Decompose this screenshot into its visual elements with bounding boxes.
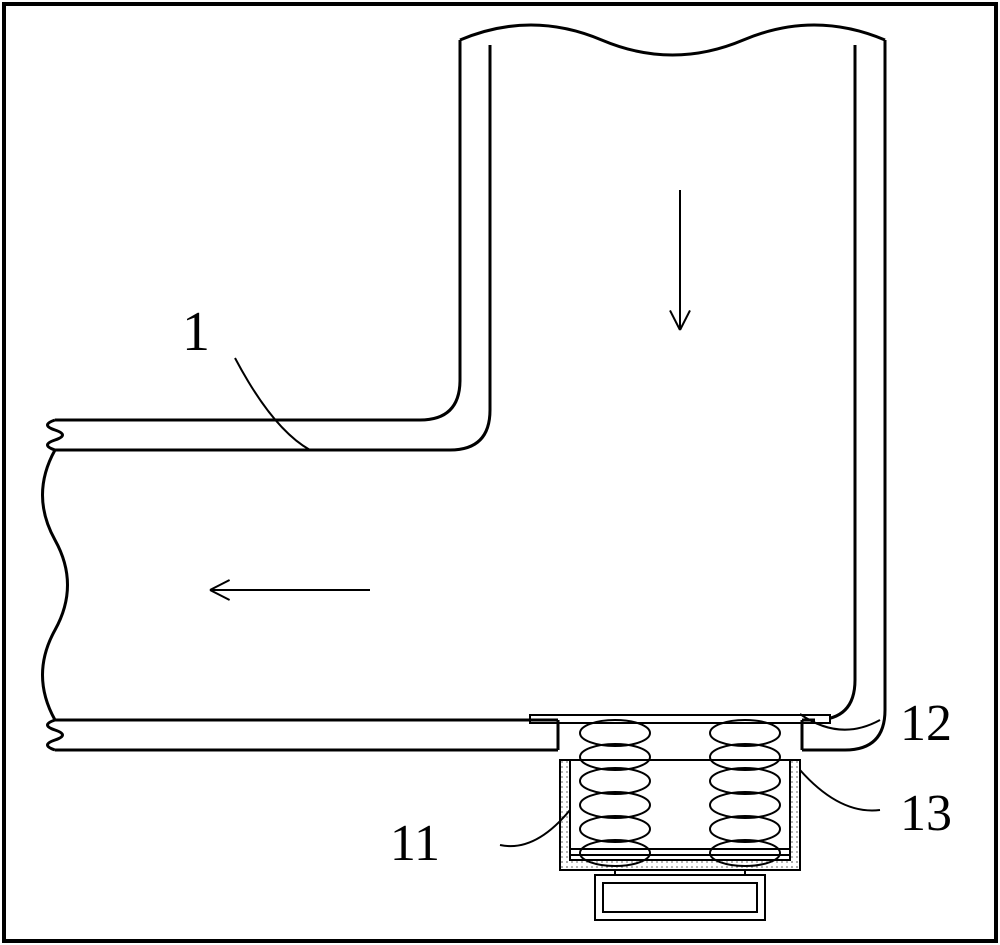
label-11: 11 xyxy=(390,815,440,872)
label-13: 13 xyxy=(900,785,952,842)
mechanical-diagram: 1111213 xyxy=(0,0,1000,945)
label-12: 12 xyxy=(900,695,952,752)
label-1: 1 xyxy=(182,301,210,363)
